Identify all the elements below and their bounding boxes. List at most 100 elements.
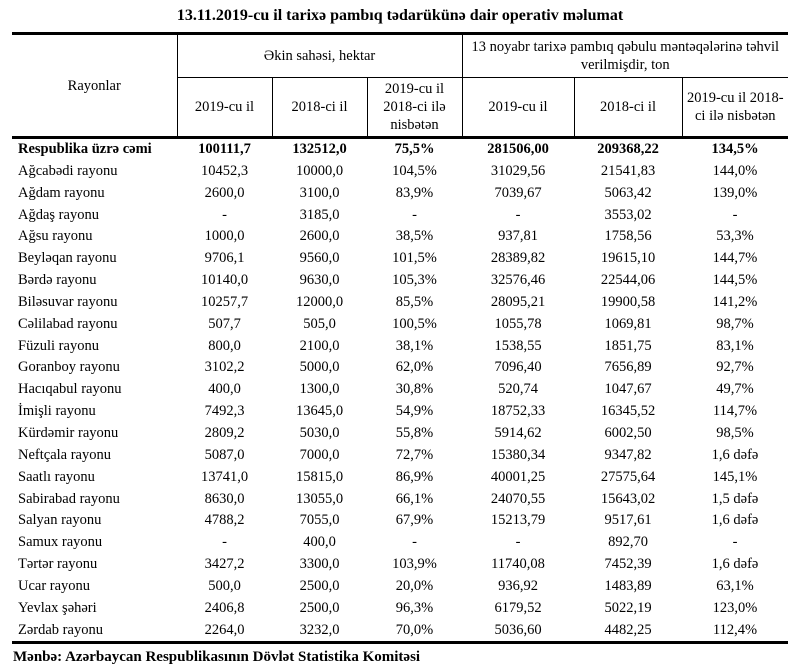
- value-cell: 31029,56: [490, 162, 546, 179]
- page-title: 13.11.2019-cu il tarixə pambıq tədarükün…: [176, 7, 624, 24]
- value-cell: 38,1%: [395, 337, 434, 354]
- value-cell: 141,2%: [712, 293, 758, 310]
- value-cell: 936,92: [498, 577, 538, 594]
- value-cell: 9347,82: [604, 446, 652, 463]
- value-cell: 28095,21: [490, 293, 546, 310]
- value-cell: 86,9%: [395, 468, 434, 485]
- value-cell: 15815,0: [295, 468, 344, 485]
- table-row: Tərtər rayonu 3427,2 3300,0 103,9% 11740,08 7…: [12, 554, 788, 576]
- value-cell: 9630,0: [299, 272, 340, 289]
- value-cell: 8630,0: [204, 490, 245, 507]
- value-cell: 83,9%: [395, 184, 434, 201]
- table-row: İmişli rayonu 7492,3 13645,0 54,9% 18752,33 1…: [12, 401, 788, 423]
- region-name-cell: Ağdam rayonu: [18, 184, 105, 201]
- table-row: Bərdə rayonu 10140,0 9630,0 105,3% 32576,46 2…: [12, 270, 788, 292]
- value-cell: 3100,0: [299, 184, 340, 201]
- value-cell: 98,5%: [716, 424, 754, 441]
- value-cell: 505,0: [303, 315, 336, 332]
- value-cell: 1,6 dəfə: [711, 556, 759, 573]
- value-cell: 98,7%: [716, 315, 754, 332]
- value-cell: 15380,34: [490, 446, 546, 463]
- value-cell: 96,3%: [395, 599, 434, 616]
- value-cell: 123,0%: [712, 599, 758, 616]
- value-cell: 49,7%: [716, 381, 754, 398]
- region-name-cell: Beyləqan rayonu: [18, 250, 117, 267]
- value-cell: 105,3%: [392, 272, 437, 289]
- value-cell: -: [515, 206, 521, 223]
- table-row: Kürdəmir rayonu 2809,2 5030,0 55,8% 5914,62 6…: [12, 423, 788, 445]
- value-cell: 18752,33: [490, 403, 546, 420]
- table-row: Sabirabad rayonu 8630,0 13055,0 66,1% 24070,…: [12, 489, 788, 511]
- table-row: Salyan rayonu 4788,2 7055,0 67,9% 15213,79 95…: [12, 510, 788, 532]
- table-row: Ucar rayonu 500,0 2500,0 20,0% 936,92 1483,89…: [12, 576, 788, 598]
- value-cell: 5036,60: [462, 619, 574, 645]
- value-cell: -: [222, 534, 227, 551]
- cotton-procurement-table: Rayonlar Əkin sahəsi, hektar 13 noyabr t…: [12, 32, 789, 645]
- value-cell: 75,5%: [394, 141, 435, 157]
- value-cell: 100,5%: [392, 315, 437, 332]
- table-header: Rayonlar Əkin sahəsi, hektar 13 noyabr t…: [12, 32, 789, 139]
- region-name-cell: Tərtər rayonu: [18, 556, 98, 573]
- value-cell: 937,81: [498, 228, 538, 245]
- region-name-cell: Neftçala rayonu: [18, 446, 111, 463]
- table-row: Ağsu rayonu 1000,0 2600,0 38,5% 937,81 1758,5…: [12, 226, 788, 248]
- region-name-cell: Bərdə rayonu: [18, 272, 97, 289]
- region-name-cell: Ağdaş rayonu: [18, 206, 99, 223]
- table-row: Neftçala rayonu 5087,0 7000,0 72,7% 15380,34…: [12, 445, 788, 467]
- value-cell: 1055,78: [494, 315, 542, 332]
- value-cell: 85,5%: [395, 293, 434, 310]
- value-cell: 9706,1: [204, 250, 245, 267]
- value-cell: 112,4%: [682, 619, 789, 645]
- table-row: Biləsuvar rayonu 10257,7 12000,0 85,5% 28095…: [12, 292, 788, 314]
- value-cell: 54,9%: [395, 403, 434, 420]
- value-cell: -: [222, 206, 227, 223]
- value-cell: 100111,7: [198, 141, 251, 157]
- value-cell: 5063,42: [604, 184, 652, 201]
- column-header-area-2019: 2019-cu il: [177, 77, 273, 139]
- value-cell: 3553,02: [604, 206, 652, 223]
- region-name-cell: Ağcabədi rayonu: [18, 162, 118, 179]
- table-row-total: Respublika üzrə cəmi 100111,7 132512,0 75,5…: [12, 138, 788, 161]
- value-cell: 10140,0: [200, 272, 249, 289]
- value-cell: 144,7%: [712, 250, 758, 267]
- value-cell: 500,0: [208, 577, 241, 594]
- table-body: Respublika üzrə cəmi 100111,7 132512,0 75,5…: [12, 138, 789, 645]
- region-name-cell: Saatlı rayonu: [18, 468, 95, 485]
- value-cell: 800,0: [208, 337, 241, 354]
- value-cell: 3185,0: [299, 206, 340, 223]
- region-name-cell: Hacıqabul rayonu: [18, 381, 122, 398]
- value-cell: 144,5%: [712, 272, 758, 289]
- value-cell: 38,5%: [395, 228, 434, 245]
- value-cell: 13055,0: [295, 490, 344, 507]
- value-cell: 1047,67: [604, 381, 652, 398]
- column-group-delivered-tons: 13 noyabr tarixə pambıq qəbulu məntəqələ…: [462, 32, 789, 78]
- table-row: Hacıqabul rayonu 400,0 1300,0 30,8% 520,74 10…: [12, 379, 788, 401]
- value-cell: 7452,39: [604, 556, 652, 573]
- value-cell: 5022,19: [604, 599, 652, 616]
- value-cell: 21541,83: [600, 162, 656, 179]
- column-header-regions: Rayonlar: [12, 32, 178, 139]
- value-cell: 2500,0: [299, 577, 340, 594]
- value-cell: 10000,0: [295, 162, 344, 179]
- value-cell: 63,1%: [716, 577, 754, 594]
- value-cell: 7055,0: [299, 512, 340, 529]
- value-cell: 3232,0: [272, 619, 367, 645]
- region-name-cell: Füzuli rayonu: [18, 337, 99, 354]
- value-cell: 139,0%: [712, 184, 758, 201]
- value-cell: 1,5 dəfə: [711, 490, 759, 507]
- value-cell: 2600,0: [299, 228, 340, 245]
- value-cell: 6179,52: [494, 599, 542, 616]
- region-name-cell: İmişli rayonu: [18, 403, 96, 420]
- value-cell: 72,7%: [395, 446, 434, 463]
- value-cell: 5914,62: [494, 424, 542, 441]
- table-row: Zərdab rayonu 2264,0 3232,0 70,0% 5036,60 448…: [12, 619, 789, 645]
- table-row: Yevlax şəhəri 2406,8 2500,0 96,3% 6179,52 502…: [12, 598, 788, 620]
- value-cell: -: [732, 534, 738, 551]
- value-cell: 1,6 dəfə: [711, 446, 759, 463]
- value-cell: -: [515, 534, 521, 551]
- value-cell: 1538,55: [494, 337, 542, 354]
- column-group-sown-area: Əkin sahəsi, hektar: [177, 32, 463, 78]
- value-cell: 507,7: [208, 315, 241, 332]
- region-name-cell: Cəlilabad rayonu: [18, 315, 118, 332]
- table-row: Ağdaş rayonu - 3185,0 - - 3553,02 -: [12, 205, 788, 227]
